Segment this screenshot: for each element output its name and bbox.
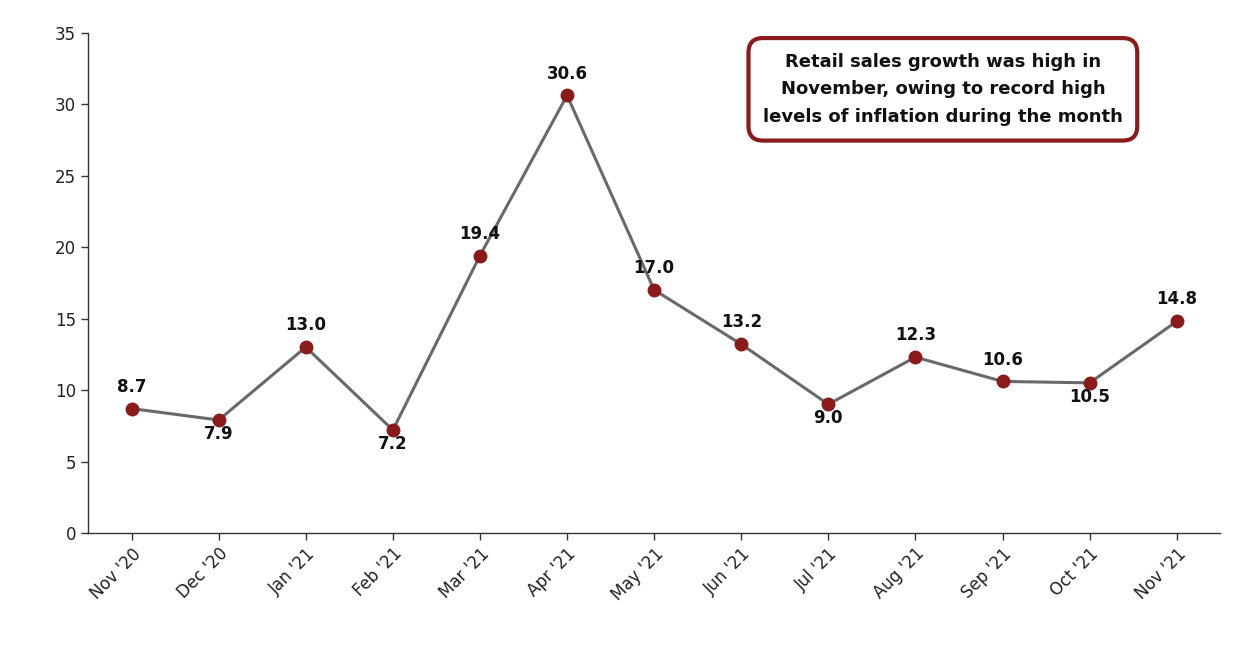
Text: 17.0: 17.0 [634, 259, 674, 277]
Text: 7.2: 7.2 [379, 435, 408, 453]
Text: 19.4: 19.4 [459, 225, 501, 242]
Text: 13.2: 13.2 [721, 313, 762, 332]
Text: Retail sales growth was high in
November, owing to record high
levels of inflati: Retail sales growth was high in November… [762, 53, 1123, 126]
Text: 30.6: 30.6 [546, 64, 587, 83]
Text: 9.0: 9.0 [814, 410, 843, 427]
Text: 7.9: 7.9 [204, 425, 234, 443]
Text: 10.5: 10.5 [1069, 388, 1110, 406]
Text: 13.0: 13.0 [286, 317, 326, 334]
Text: 8.7: 8.7 [117, 378, 146, 396]
Text: 12.3: 12.3 [894, 326, 936, 344]
Text: 14.8: 14.8 [1156, 291, 1198, 309]
Text: 10.6: 10.6 [982, 350, 1023, 369]
